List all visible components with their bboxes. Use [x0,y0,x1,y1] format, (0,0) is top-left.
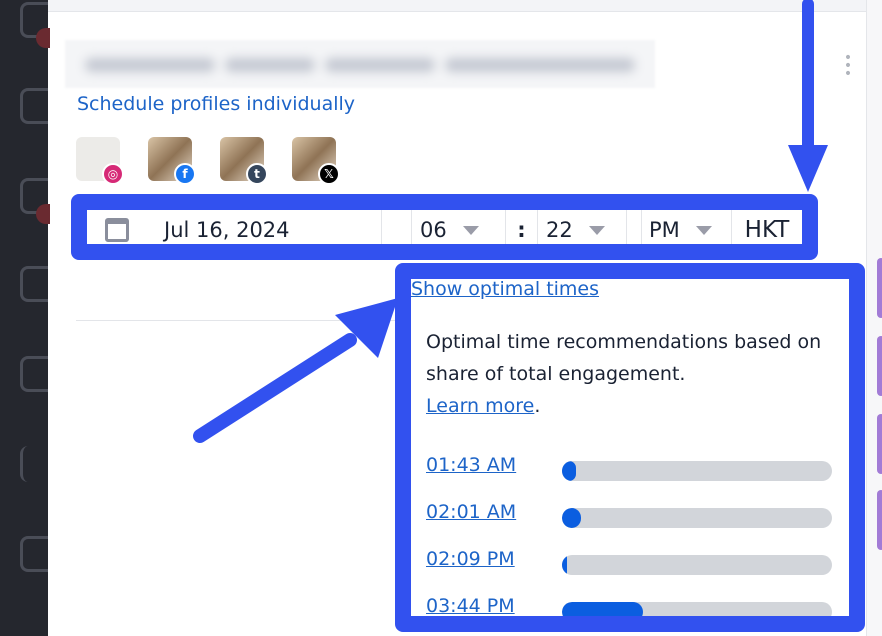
chevron-down-icon [588,225,605,235]
x-icon: 𝕏 [318,163,340,185]
engagement-bar-fill [562,555,568,575]
analytics-icon[interactable] [20,446,48,482]
show-optimal-times-link[interactable]: Show optimal times [411,278,600,300]
facebook-icon: f [174,163,196,185]
learn-more-link[interactable]: Learn more [426,395,535,417]
optimal-time-link[interactable]: 02:01 AM [426,501,517,523]
minute-value: 22 [546,218,573,242]
engagement-bar [562,508,832,528]
instagram-icon: ◎ [102,163,124,185]
profile-avatar-tumblr[interactable]: t [220,137,268,185]
chevron-down-icon [695,225,712,235]
more-options-icon[interactable]: • • • [843,50,853,82]
notification-badge [36,204,50,224]
hour-value: 06 [420,218,447,242]
send-icon[interactable] [20,88,48,124]
meridiem-value: PM [649,218,680,242]
hour-select[interactable]: 06 [412,210,506,250]
notification-badge [36,28,50,48]
annotation-box-datetime [71,194,818,260]
calendar-event[interactable] [877,490,882,550]
calendar-icon[interactable] [20,178,48,214]
engagement-bar-fill [562,602,643,616]
optimal-time-link[interactable]: 03:44 PM [426,595,515,616]
optimal-times-description: Optimal time recommendations based on sh… [426,326,846,422]
period: . [534,395,541,417]
calendar-event[interactable] [877,258,882,318]
sidebar [0,0,50,636]
arrow-diagonal-annotation [193,298,398,443]
engagement-bar-fill [562,461,576,481]
right-panel-edge [866,0,882,636]
optimal-time-row: 02:09 PM [426,548,832,578]
engagement-bar [562,461,832,481]
profile-avatar-instagram[interactable]: ◎ [76,137,124,185]
blurred-post-title [65,40,655,88]
star-icon[interactable] [20,536,48,572]
schedule-individually-link[interactable]: Schedule profiles individually [77,93,356,115]
engagement-bar [562,555,832,575]
profile-avatar-x[interactable]: 𝕏 [292,137,340,185]
chevron-down-icon [462,225,479,235]
divider [76,320,396,321]
schedule-datetime-row: Jul 16, 2024 06 : 22 PM HKT [87,210,802,250]
annotation-box-optimal-times [395,263,865,632]
top-bar [48,0,882,12]
calendar-event[interactable] [877,414,882,474]
optimal-times-panel: Show optimal times Optimal time recommen… [411,278,849,616]
optimal-time-link[interactable]: 02:09 PM [426,548,515,570]
optimal-time-row: 01:43 AM [426,454,832,484]
meridiem-select[interactable]: PM [642,210,732,250]
arrow-down-annotation [788,0,828,192]
date-value: Jul 16, 2024 [164,218,290,242]
optimal-time-row: 02:01 AM [426,501,832,531]
minute-select[interactable]: 22 [538,210,627,250]
home-icon[interactable] [20,2,48,38]
optimal-time-link[interactable]: 01:43 AM [426,454,517,476]
timezone-label: HKT [744,217,790,243]
inbox-icon[interactable] [20,356,48,392]
description-text: Optimal time recommendations based on sh… [426,331,822,385]
date-picker[interactable]: Jul 16, 2024 [87,210,382,250]
optimal-time-row: 03:44 PM [426,595,832,616]
tumblr-icon: t [246,163,268,185]
image-icon[interactable] [20,266,48,302]
time-separator: : [506,210,538,250]
calendar-icon [105,218,129,242]
profile-avatar-facebook[interactable]: f [148,137,196,185]
calendar-event[interactable] [877,336,882,396]
engagement-bar-fill [562,508,581,528]
engagement-bar [562,602,832,616]
